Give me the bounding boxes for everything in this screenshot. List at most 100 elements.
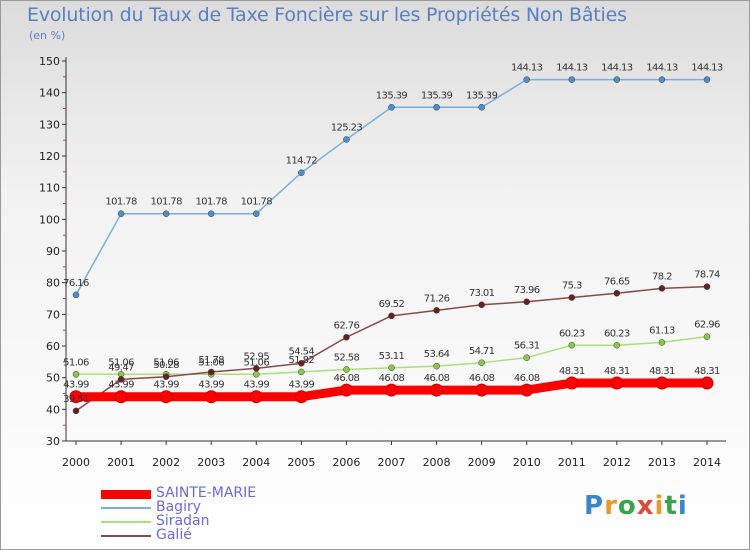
data-point-gali (253, 365, 260, 372)
data-point-sainte-marie (655, 376, 669, 390)
y-tick-label: 120 (39, 150, 60, 163)
data-label-bagiry: 101.78 (241, 197, 273, 208)
data-label-sainte-marie: 46.08 (334, 373, 360, 384)
data-label-bagiry: 144.13 (511, 63, 543, 74)
y-tick-label: 80 (46, 277, 60, 290)
data-point-siradan (523, 354, 530, 361)
data-label-siradan: 53.11 (379, 351, 405, 362)
y-tick-label: 140 (39, 87, 60, 100)
data-point-gali (298, 360, 305, 367)
y-tick-label: 50 (46, 372, 60, 385)
x-tick-label: 2010 (513, 456, 541, 469)
data-label-sainte-marie: 46.08 (424, 373, 450, 384)
data-point-siradan (433, 362, 440, 370)
data-label-gali: 71.26 (424, 293, 450, 304)
legend-swatch-siradan (101, 521, 151, 523)
y-tick-label: 70 (46, 308, 60, 321)
legend-item-sainte-marie: SAINTE-MARIE (101, 485, 321, 501)
data-point-sainte-marie (475, 383, 489, 397)
data-label-gali: 54.54 (289, 346, 315, 357)
data-label-sainte-marie: 43.99 (198, 380, 224, 391)
data-point-sainte-marie (430, 383, 444, 397)
data-point-gali (523, 298, 530, 306)
data-label-bagiry: 144.13 (646, 63, 678, 74)
data-label-gali: 75.3 (562, 281, 582, 292)
data-label-bagiry: 101.78 (105, 197, 137, 208)
data-point-bagiry (388, 104, 395, 111)
data-point-bagiry (117, 210, 125, 217)
data-point-gali (658, 285, 666, 292)
legend-item-bagiry: Bagiry (101, 499, 321, 515)
y-tick-label: 60 (46, 340, 60, 353)
data-point-siradan (568, 342, 576, 349)
data-point-sainte-marie (339, 383, 353, 397)
data-label-gali: 51.78 (198, 355, 224, 366)
data-point-gali (162, 373, 170, 381)
data-point-bagiry (523, 76, 530, 83)
data-point-gali (568, 294, 576, 301)
x-tick-label: 2001 (107, 456, 135, 469)
data-label-bagiry: 114.72 (286, 156, 318, 167)
data-point-bagiry (478, 104, 485, 111)
data-point-sainte-marie (159, 390, 173, 404)
data-label-sainte-marie: 48.31 (649, 366, 675, 377)
data-point-bagiry (162, 210, 170, 217)
data-label-gali: 76.65 (604, 276, 630, 287)
x-tick-label: 2011 (558, 456, 586, 469)
data-point-gali (388, 312, 395, 320)
data-point-sainte-marie (385, 383, 398, 397)
data-label-bagiry: 101.78 (150, 197, 182, 208)
data-label-siradan: 51.06 (108, 357, 134, 368)
data-point-siradan (478, 359, 485, 367)
y-tick-label: 150 (39, 55, 60, 68)
data-label-sainte-marie: 46.08 (514, 373, 540, 384)
data-label-sainte-marie: 48.31 (559, 366, 585, 377)
data-point-sainte-marie (204, 390, 218, 404)
data-label-siradan: 53.64 (424, 349, 450, 360)
data-label-siradan: 61.13 (649, 325, 675, 336)
data-label-sainte-marie: 43.99 (289, 380, 315, 391)
data-label-siradan: 51.82 (289, 355, 315, 366)
data-label-bagiry: 144.13 (556, 63, 588, 74)
x-tick-label: 2007 (378, 456, 406, 469)
data-label-gali: 62.76 (334, 320, 360, 331)
data-point-sainte-marie (520, 383, 534, 397)
data-point-bagiry (703, 76, 711, 83)
legend-label-galie: Galié (156, 527, 192, 543)
data-label-bagiry: 125.23 (331, 122, 363, 133)
legend-item-galie: Galié (101, 527, 321, 543)
x-tick-label: 2012 (603, 456, 631, 469)
data-point-bagiry (298, 169, 305, 176)
data-label-bagiry: 144.13 (601, 63, 633, 74)
proxiti-logo: Proxiti (584, 491, 688, 521)
legend-item-siradan: Siradan (101, 513, 321, 529)
data-label-sainte-marie: 43.99 (153, 380, 179, 391)
data-point-siradan (72, 371, 80, 378)
x-tick-label: 2009 (468, 456, 496, 469)
y-tick-label: 90 (46, 245, 60, 258)
chart-title: Evolution du Taux de Taxe Foncière sur l… (27, 4, 627, 26)
data-point-sainte-marie (700, 376, 714, 390)
data-label-siradan: 52.58 (334, 352, 360, 363)
series-line-bagiry (75, 78, 708, 296)
x-tick-label: 2000 (62, 456, 90, 469)
y-tick-label: 130 (39, 118, 60, 131)
data-label-siradan: 51.06 (153, 357, 179, 368)
data-point-bagiry (343, 136, 350, 143)
data-label-siradan: 60.23 (604, 328, 630, 339)
x-tick-label: 2006 (332, 456, 360, 469)
data-point-siradan (613, 342, 621, 349)
data-label-gali: 78.2 (652, 271, 672, 282)
x-tick-label: 2005 (287, 456, 315, 469)
data-point-gali (117, 376, 125, 383)
data-point-siradan (253, 371, 260, 378)
data-label-siradan: 60.23 (559, 328, 585, 339)
data-label-siradan: 51.06 (63, 357, 89, 368)
legend-label-siradan: Siradan (156, 513, 210, 529)
data-point-gali (433, 307, 440, 314)
data-point-siradan (703, 333, 711, 340)
data-label-gali: 69.52 (379, 299, 405, 310)
data-label-siradan: 51.06 (243, 357, 269, 368)
data-point-gali (613, 290, 621, 297)
